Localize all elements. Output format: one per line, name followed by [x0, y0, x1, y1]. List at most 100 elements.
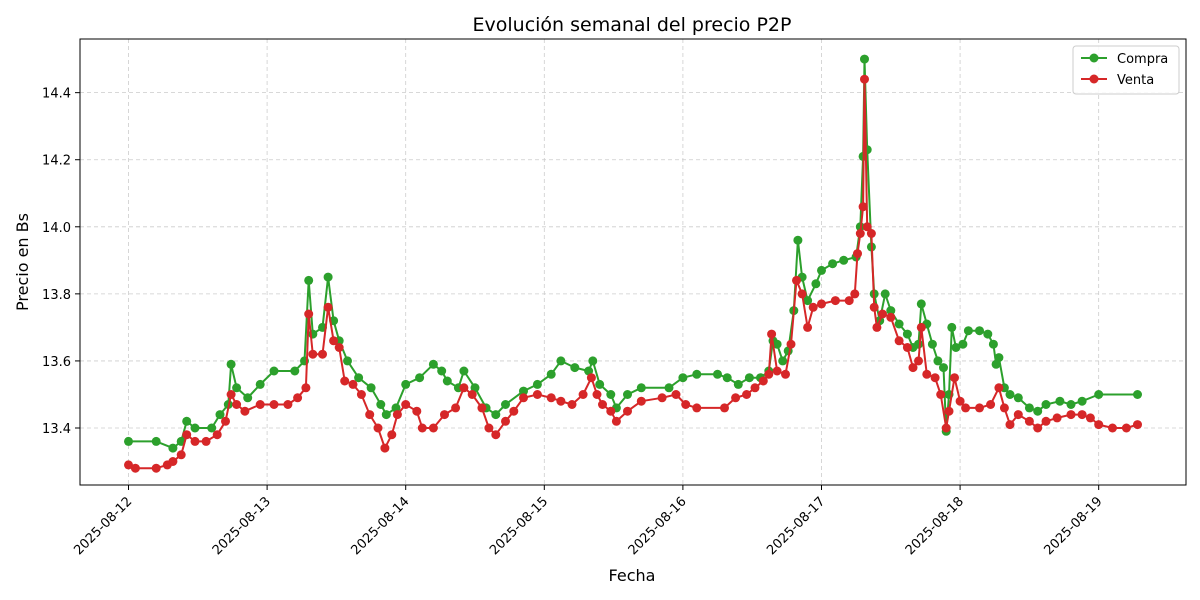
series-venta-point — [914, 356, 923, 366]
series-compra-point — [304, 275, 314, 285]
series-venta-point — [855, 229, 865, 238]
series-venta-point — [858, 202, 868, 212]
series-venta-point — [304, 309, 314, 319]
series-venta-point — [1066, 410, 1076, 420]
series-venta-point — [758, 376, 768, 386]
series-venta-point — [401, 400, 411, 409]
series-compra-point — [401, 379, 411, 389]
legend: Compra Venta — [1072, 45, 1180, 95]
series-venta-point — [1041, 416, 1051, 426]
series-compra-point — [886, 306, 896, 316]
series-compra-point — [570, 363, 580, 373]
series-compra-point — [1013, 393, 1023, 403]
series-venta-point — [356, 390, 366, 399]
series-venta-point — [532, 390, 542, 399]
series-compra-point — [1066, 400, 1076, 409]
series-compra-point — [442, 376, 452, 386]
series-venta-point — [872, 322, 882, 332]
y-tick-label: 14.0 — [42, 221, 71, 236]
series-compra-point — [491, 410, 501, 420]
series-venta-point — [1133, 420, 1142, 430]
series-venta-point — [950, 373, 959, 383]
series-venta-point — [781, 369, 790, 379]
series-venta-point — [1005, 420, 1015, 430]
series-compra-point — [880, 289, 890, 299]
series-venta-point — [936, 390, 946, 399]
series-compra-point — [988, 339, 998, 349]
series-compra-point — [983, 329, 993, 339]
series-compra-point — [636, 383, 646, 393]
series-compra-point — [354, 373, 364, 383]
series-venta-point — [477, 403, 487, 413]
y-axis: 13.4 13.6 13.8 14.0 14.2 14.4 — [42, 87, 80, 437]
series-compra-point — [415, 373, 425, 383]
series-venta-point — [340, 376, 350, 386]
series-venta-point — [922, 369, 932, 379]
series-venta-point — [240, 406, 250, 416]
series-compra-point — [269, 366, 279, 376]
series-venta-point — [334, 343, 344, 352]
series-venta-point — [451, 403, 461, 413]
series-venta-point — [1033, 423, 1043, 433]
series-venta-point — [671, 390, 681, 399]
series-venta-point — [720, 403, 729, 413]
series-compra-point — [692, 369, 702, 379]
series-venta-point — [440, 410, 449, 420]
series-compra-point — [501, 400, 510, 409]
x-axis-label: Fecha — [609, 566, 656, 585]
series-venta-point — [348, 379, 358, 389]
series-venta-point — [182, 430, 192, 440]
series-compra-point — [678, 373, 688, 383]
series-venta-point — [1121, 423, 1131, 433]
series-compra-point — [963, 326, 973, 336]
series-compra-point — [793, 235, 803, 245]
series-compra-point — [902, 329, 912, 339]
series-venta-point — [636, 396, 646, 406]
series-venta-point — [578, 390, 588, 399]
series-venta-point — [459, 383, 469, 393]
series-venta-point — [221, 416, 230, 426]
series-compra-point — [376, 400, 386, 409]
series-venta-point — [491, 430, 501, 440]
series-compra-point — [939, 363, 948, 373]
series-compra-point — [459, 366, 469, 376]
legend-label-compra: Compra — [1117, 52, 1168, 67]
series-venta-point — [692, 403, 702, 413]
series-venta-point — [1024, 416, 1034, 426]
series-venta-point — [869, 302, 879, 312]
series-compra-point — [839, 255, 849, 265]
y-axis-label: Precio en Bs — [13, 213, 32, 311]
series-venta-point — [387, 430, 397, 440]
series-layer — [124, 54, 1142, 473]
series-venta-point — [792, 275, 801, 285]
series-compra-point — [713, 369, 722, 379]
series-venta-point — [501, 416, 510, 426]
series-compra-point — [951, 343, 961, 352]
series-venta-point — [373, 423, 383, 433]
series-venta-point — [681, 400, 691, 409]
series-compra-point — [343, 356, 352, 366]
series-venta-point — [212, 430, 222, 440]
series-compra-point — [772, 339, 782, 349]
legend-item-compra: Compra — [1081, 52, 1168, 67]
series-venta-point — [130, 463, 140, 473]
series-venta-point — [657, 393, 667, 403]
series-venta-point — [808, 302, 818, 312]
series-venta-point — [611, 416, 621, 426]
series-compra-point — [778, 356, 788, 366]
series-compra-point — [623, 390, 632, 399]
series-venta-point — [886, 312, 896, 322]
series-compra-point — [519, 386, 528, 396]
series-venta-point — [329, 336, 339, 346]
series-venta-point — [255, 400, 265, 409]
series-compra-point — [1041, 400, 1051, 409]
series-venta-point — [417, 423, 427, 433]
series-venta-point — [772, 366, 782, 376]
series-compra-point — [927, 339, 937, 349]
series-venta-point — [999, 403, 1009, 413]
series-compra-point — [664, 383, 674, 393]
series-compra-point — [994, 353, 1004, 363]
series-compra-point — [933, 356, 943, 366]
series-venta-point — [862, 222, 872, 232]
series-venta-point — [975, 403, 984, 413]
